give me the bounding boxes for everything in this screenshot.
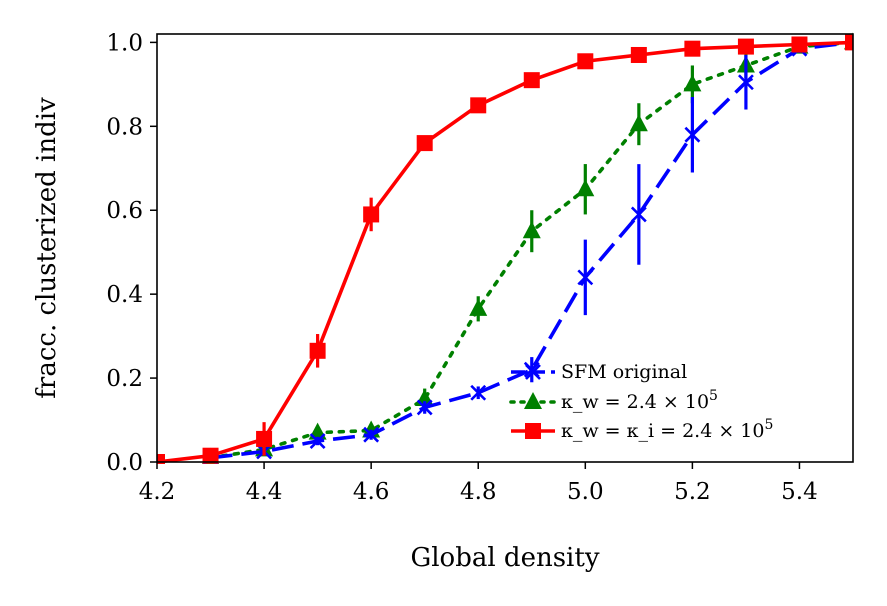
data-point [469,298,488,316]
plot-frame [156,33,854,463]
data-point [309,433,326,449]
data-point [845,34,853,51]
data-point [684,126,701,143]
data-point [683,74,702,92]
series-line [157,40,853,464]
legend-entry: κ_w = 2.4 × 105 [509,388,718,413]
legend-marker [525,423,541,439]
data-point [684,40,701,57]
data-point [791,36,808,53]
y-tick-label: 0.0 [106,450,143,476]
legend-marker [525,364,541,380]
x-axis-title: Global density [410,543,599,573]
x-tick-label: 5.4 [781,479,818,505]
y-tick-label: 0.4 [106,282,143,308]
legend-label: κ_w = κ_i = 2.4 × 105 [561,417,773,442]
data-point [576,179,595,197]
data-point [630,206,647,223]
y-tick-label: 0.2 [106,366,143,392]
data-point [470,384,487,401]
data-point [523,72,540,89]
data-point [157,454,165,464]
x-tick-label: 5.2 [674,479,711,505]
data-point [470,97,487,114]
data-point [737,38,754,55]
legend-entry: κ_w = κ_i = 2.4 × 105 [511,417,773,442]
legend-label: SFM original [561,361,687,383]
data-point [738,74,754,91]
legend-marker [524,392,542,409]
legend-label: κ_w = 2.4 × 105 [561,388,718,413]
data-point [577,53,594,70]
x-tick-label: 5.0 [567,479,604,505]
y-axis-title: fracc. clusterized indiv [32,97,62,399]
data-point [629,114,648,132]
y-tick-label: 0.6 [106,198,143,224]
x-tick-label: 4.4 [246,479,283,505]
data-point [416,399,433,416]
legend: SFM original κ_w = 2.4 × 105 κ_w = κ_i = 2… [509,361,773,442]
data-point [522,221,541,239]
data-point [202,447,219,464]
data-point [256,430,273,447]
data-point [363,426,380,443]
y-tick-label: 1.0 [106,30,143,56]
data-point [630,46,647,63]
x-tick-label: 4.2 [139,479,176,505]
y-tick-label: 0.8 [106,114,143,140]
data-point [416,135,433,152]
data-point [363,206,380,223]
legend-entry: SFM original [511,361,687,383]
series-2 [157,34,853,464]
x-tick-label: 4.8 [460,479,497,505]
x-tick-label: 4.6 [353,479,390,505]
chart-marks [157,32,853,464]
data-point [577,269,594,286]
data-point [309,342,326,359]
axis-ticks: 4.2 4.4 4.6 4.8 5.0 5.2 5.4 0.0 0.2 0.4 0.6 0.8 1.0 [106,30,817,505]
